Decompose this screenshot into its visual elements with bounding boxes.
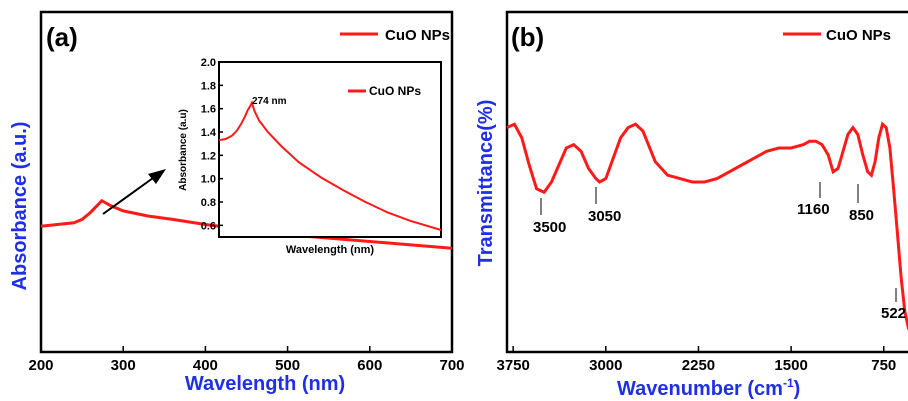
panel-a-frame (39, 10, 454, 354)
panel-b-x-title-main: Wavenumber (cm (617, 378, 783, 400)
panel-b-peak-522: 522 (881, 288, 906, 322)
panel-b-x-title: Wavenumber (cm-1) (617, 376, 800, 400)
x-tick-label: 3000 (589, 357, 622, 374)
inset-legend-label: CuO NPs (369, 84, 421, 98)
panel-b-peak-3050: 3050 (588, 187, 621, 225)
panel-a-x-title: Wavelength (nm) (185, 373, 345, 395)
inset-series-line (218, 100, 442, 231)
inset-y-tick-label: 1.0 (201, 174, 216, 186)
panel-b-peak-3500: 3500 (533, 198, 566, 236)
panel-a-arrow-line (102, 177, 154, 215)
inset-x-title: Wavelength (nm) (286, 244, 375, 256)
x-tick-label: 750 (871, 357, 896, 374)
inset-y-tick-label: 2.0 (201, 57, 216, 69)
panel-b-frame (505, 10, 908, 354)
inset-y-title: Absorbance (a.u) (178, 109, 189, 191)
peak-label-850: 850 (849, 207, 874, 224)
panel-b: (b) CuO NPs 3500 3050 1160 850 522 3750 3… (475, 10, 908, 400)
panel-a-x-ticks: 200 300 400 500 600 700 (28, 346, 465, 374)
inset-y-tick-label: 0.6 (201, 220, 216, 232)
peak-label-3500: 3500 (533, 219, 566, 236)
inset-y-tick-label: 0.8 (201, 197, 216, 209)
panel-a-y-title: Absorbance (a.u.) (9, 122, 31, 291)
inset-frame (218, 61, 442, 238)
panel-a-series-line (40, 198, 453, 250)
inset-y-tick-label: 1.8 (201, 80, 216, 92)
x-tick-label: 3750 (496, 357, 529, 374)
inset: 0.60.81.01.21.41.61.82.0 274 nm CuO NPs … (178, 57, 442, 256)
x-tick-label: 700 (439, 357, 464, 374)
x-tick-label: 2250 (682, 357, 715, 374)
x-tick-label: 300 (111, 357, 136, 374)
x-tick-label: 400 (193, 357, 218, 374)
x-tick-label: 500 (275, 357, 300, 374)
panel-b-legend-label: CuO NPs (826, 27, 891, 44)
panel-b-x-title-sup: -1 (783, 376, 794, 390)
panel-b-series-line (506, 121, 908, 331)
panel-b-peak-850: 850 (849, 184, 874, 224)
inset-y-tick-label: 1.2 (201, 150, 216, 162)
panel-b-x-title-close: ) (794, 378, 801, 400)
inset-y-tick-label: 1.4 (201, 127, 217, 139)
peak-label-1160: 1160 (797, 201, 830, 218)
panel-a-legend-label: CuO NPs (385, 27, 450, 44)
panel-a: (a) CuO NPs 200 300 400 500 600 700 Wavelengt… (9, 10, 465, 395)
peak-label-522: 522 (881, 305, 906, 322)
panel-a-arrow-head (148, 169, 166, 184)
panel-b-y-title: Transmittance(%) (475, 100, 497, 267)
x-tick-label: 200 (28, 357, 53, 374)
inset-y-ticks: 0.6 0.8 1.0 1.2 1.4 1.6 1.8 2.0 (201, 57, 223, 232)
x-tick-label: 1500 (774, 357, 807, 374)
panel-b-x-ticks: 3750 3000 2250 1500 750 (496, 346, 896, 374)
panel-b-peak-1160: 1160 (797, 182, 830, 218)
panel-b-label: (b) (511, 22, 544, 52)
inset-peak-label: 274 nm (252, 96, 287, 107)
peak-label-3050: 3050 (588, 208, 621, 225)
inset-y-tick-label: 1.6 (201, 104, 216, 116)
x-tick-label: 600 (357, 357, 382, 374)
panel-a-label: (a) (46, 22, 78, 52)
